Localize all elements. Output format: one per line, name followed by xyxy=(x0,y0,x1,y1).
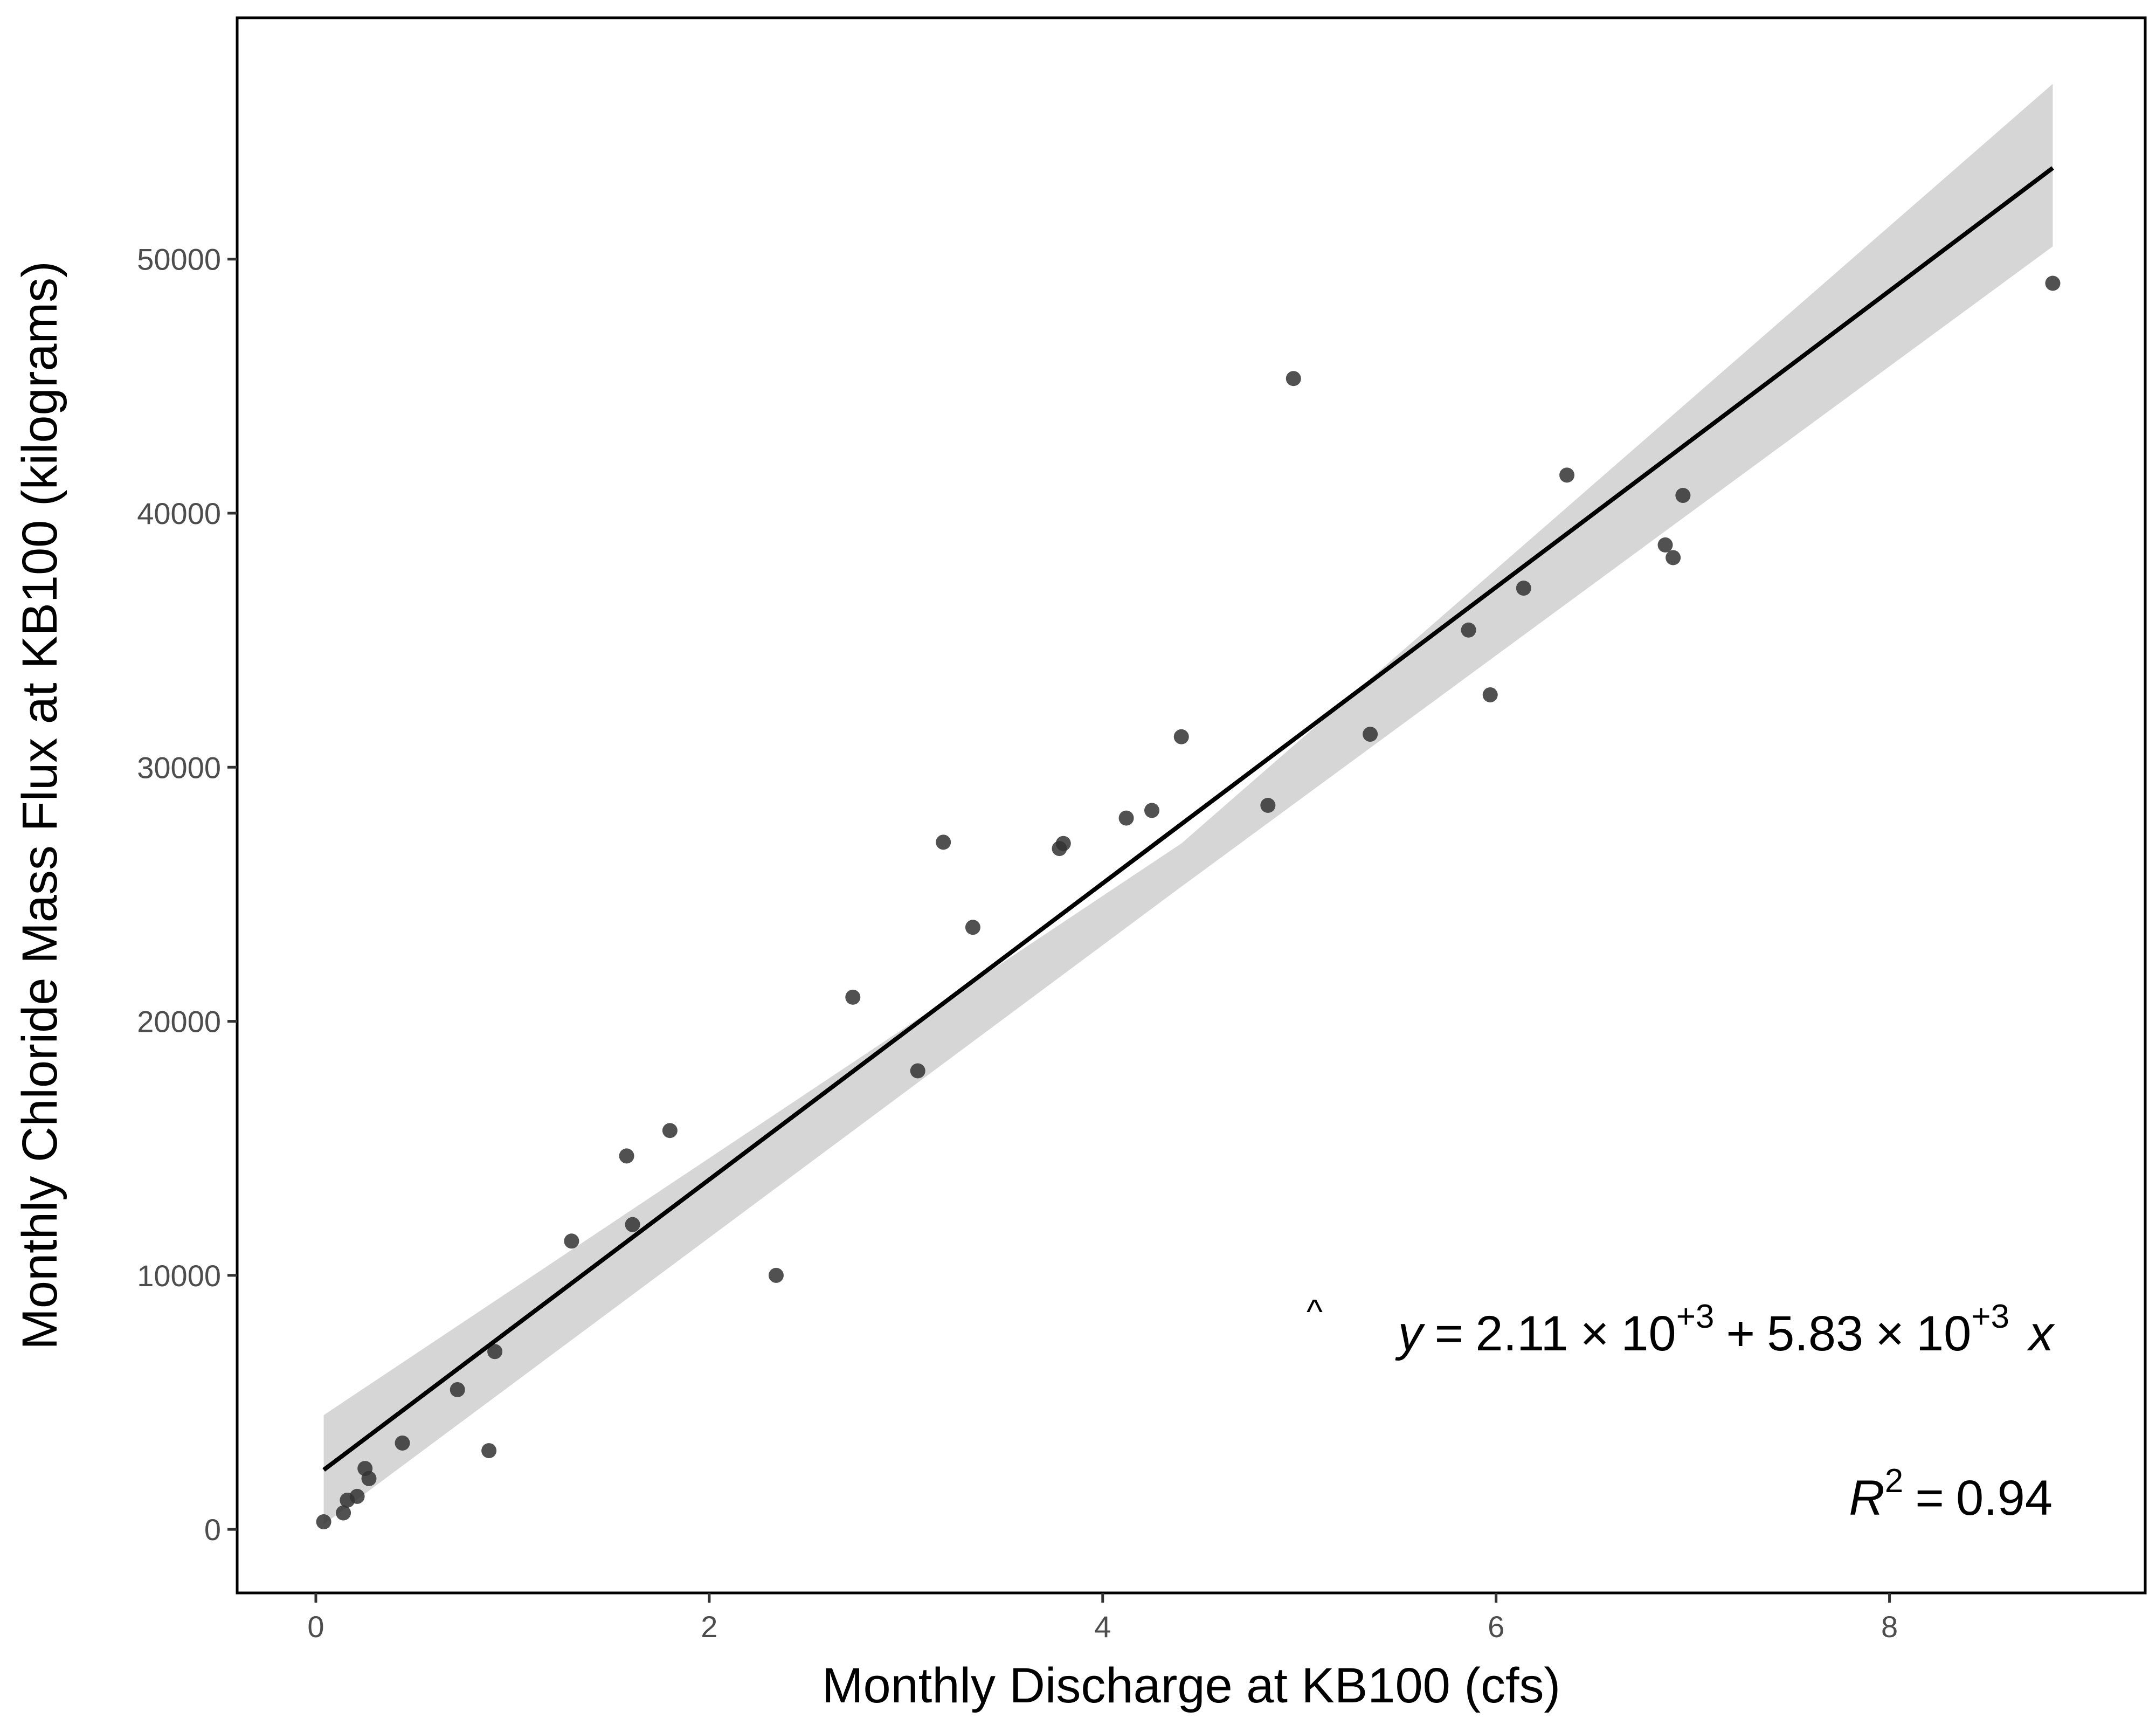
r-squared-annotation: R2 = 0.94 xyxy=(1849,1462,2053,1526)
x-tick-label: 8 xyxy=(1881,1610,1898,1644)
r-squared-exponent: 2 xyxy=(1885,1462,1903,1500)
equation-slope: 5.83 xyxy=(1767,1306,1863,1361)
x-axis-title: Monthly Discharge at KB100 (cfs) xyxy=(822,1658,1560,1713)
data-point xyxy=(1286,371,1301,387)
equation-y-hat: y xyxy=(1395,1306,1426,1361)
data-point xyxy=(1482,687,1498,702)
data-point xyxy=(316,1514,331,1530)
axes: 0 2 4 6 8 0 10000 20000 30000 40000 50000 xyxy=(137,243,1898,1644)
data-point xyxy=(1657,537,1673,553)
regression-line xyxy=(322,166,2054,1472)
r-squared-text: R2 = 0.94 xyxy=(1849,1462,2053,1526)
data-point xyxy=(1666,550,1681,565)
data-point xyxy=(1118,810,1134,826)
r-squared-equals: = xyxy=(1915,1471,1944,1526)
x-tick-label: 6 xyxy=(1488,1610,1504,1644)
plot-area xyxy=(316,84,2061,1530)
data-point xyxy=(487,1344,503,1360)
equation-hat-symbol: ^ xyxy=(1306,1292,1323,1331)
equation-equals: = xyxy=(1435,1306,1464,1361)
data-point xyxy=(1675,488,1691,503)
data-point xyxy=(1559,467,1575,483)
panel-border xyxy=(236,16,2147,1595)
y-tick-label: 20000 xyxy=(137,1005,221,1039)
data-point xyxy=(450,1382,465,1397)
data-point xyxy=(1055,836,1071,851)
equation-intercept-exponent: +3 xyxy=(1676,1298,1715,1335)
data-point xyxy=(619,1148,634,1164)
data-point xyxy=(1173,729,1189,744)
data-point xyxy=(481,1443,497,1459)
equation-x-variable: x xyxy=(2027,1306,2055,1361)
equation-ten-1: 10 xyxy=(1621,1306,1676,1361)
data-point xyxy=(336,1505,351,1521)
data-point xyxy=(965,920,980,935)
y-tick-label: 40000 xyxy=(137,496,221,530)
data-point xyxy=(1516,581,1531,596)
x-tick-label: 0 xyxy=(307,1610,324,1644)
data-point xyxy=(361,1471,377,1486)
data-point xyxy=(1461,622,1476,638)
confidence-band xyxy=(323,84,2053,1524)
y-axis-title: Monthly Chloride Mass Flux at KB100 (kil… xyxy=(12,261,67,1350)
equation-text: y = 2.11 × 10+3 +5.83 × 10+3 x xyxy=(1395,1298,2055,1361)
data-point xyxy=(768,1267,784,1283)
r-squared-symbol: R xyxy=(1849,1471,1884,1526)
data-point xyxy=(1260,798,1276,813)
y-tick-label: 30000 xyxy=(137,750,221,784)
data-point xyxy=(845,989,861,1005)
data-point xyxy=(1144,803,1160,818)
y-tick-label: 0 xyxy=(204,1513,221,1547)
data-point xyxy=(625,1217,640,1232)
data-point xyxy=(349,1488,365,1504)
data-point xyxy=(2045,275,2061,291)
data-point xyxy=(936,834,951,850)
equation-ten-2: 10 xyxy=(1916,1306,1971,1361)
equation-slope-exponent: +3 xyxy=(1971,1298,2009,1335)
data-point xyxy=(1363,727,1378,742)
x-tick-label: 4 xyxy=(1094,1610,1111,1644)
data-point xyxy=(910,1063,925,1079)
equation-intercept: 2.11 xyxy=(1475,1306,1568,1361)
equation-times-1: × xyxy=(1580,1306,1609,1361)
data-point xyxy=(395,1435,410,1451)
data-point xyxy=(662,1123,678,1138)
equation-plus: + xyxy=(1726,1306,1755,1361)
y-tick-label: 50000 xyxy=(137,243,221,277)
r-squared-value: 0.94 xyxy=(1956,1471,2053,1526)
x-tick-label: 2 xyxy=(701,1610,717,1644)
y-tick-label: 10000 xyxy=(137,1259,221,1293)
regression-equation: ^ y = 2.11 × 10+3 +5.83 × 10+3 x xyxy=(1306,1292,2055,1361)
data-point xyxy=(564,1233,579,1249)
equation-times-2: × xyxy=(1875,1306,1904,1361)
